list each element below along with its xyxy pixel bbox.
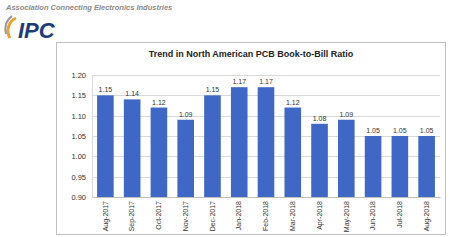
x-tick-label: Jun-2018 [369,201,376,230]
y-tick-label: 0.90 [71,193,86,202]
bars [97,87,435,197]
y-tick-label: 1.20 [71,71,86,80]
data-labels: 1.15 1.14 1.12 1.09 1.15 1.17 1.17 1.12 1.08 1.09… [99,78,434,134]
y-tick: 1.20 [71,71,92,80]
bar [97,95,114,197]
y-tick: 0.90 [71,193,92,202]
data-label: 1.15 [206,86,220,93]
y-tick: 1.05 [71,132,92,141]
x-axis-line [93,197,441,198]
x-tick-label: Sep-2017 [128,201,136,231]
bar [418,136,435,197]
y-axis: 0.90 0.95 1.00 1.05 1.10 1.15 1.20 [71,71,92,202]
y-tick-label: 0.95 [71,173,86,182]
x-tick-label: Jan-2018 [235,201,242,230]
data-label: 1.17 [259,78,273,85]
x-tick-label: Mar-2018 [289,201,296,231]
bar [258,87,275,197]
bar [204,95,221,197]
logo: Association Connecting Electronics Indus… [5,3,172,43]
data-label: 1.17 [232,78,246,85]
bar [338,120,355,197]
data-label: 1.05 [366,127,380,134]
logo-text: IPC [18,18,56,43]
x-tick: Aug-2017 [102,197,110,231]
bar [231,87,248,197]
data-label: 1.09 [339,111,353,118]
y-tick: 0.95 [71,173,92,182]
y-tick: 1.15 [71,91,92,100]
x-tick: Jul-2018 [396,197,403,228]
y-tick-label: 1.05 [71,132,86,141]
x-tick-label: Dec-2017 [209,201,216,231]
bar [124,99,141,197]
chart-title: Trend in North American PCB Book-to-Bill… [149,49,354,59]
x-tick: Aug-2018 [423,197,431,231]
x-tick-label: May-2018 [343,201,351,232]
data-label: 1.08 [313,115,327,122]
logo-arc [8,18,16,38]
x-tick: Mar-2018 [289,197,296,231]
data-label: 1.15 [99,86,113,93]
data-label: 1.05 [420,127,434,134]
grid-line [92,197,440,198]
x-tick-label: Apr-2018 [316,201,324,230]
grid [92,76,440,198]
bar [151,108,168,197]
y-tick-label: 1.10 [71,112,86,121]
x-tick-label: Jul-2018 [396,201,403,228]
x-tick: Jan-2018 [235,197,242,230]
bar [284,108,301,197]
x-tick: Oct-2017 [155,197,162,230]
bar [311,124,328,197]
grid-line [92,75,440,76]
chart-root: Association Connecting Electronics Indus… [0,0,450,237]
bar [365,136,382,197]
x-tick: Apr-2018 [316,197,324,230]
bar [177,120,194,197]
logo-arc [5,16,12,34]
x-axis: Aug-2017 Sep-2017 Oct-2017 Nov-2017 Dec-2017… [93,197,441,232]
x-tick: Feb-2018 [262,197,269,231]
x-tick: Nov-2017 [182,197,189,231]
y-tick-label: 1.15 [71,91,86,100]
y-tick-label: 1.00 [71,152,86,161]
y-tick: 1.10 [71,112,92,121]
x-tick-label: Nov-2017 [182,201,189,231]
x-tick-label: Aug-2018 [423,201,431,231]
y-tick: 1.00 [71,152,92,161]
data-label: 1.14 [125,90,139,97]
x-tick: Jun-2018 [369,197,376,230]
bar [392,136,409,197]
data-label: 1.12 [152,99,166,106]
x-tick-label: Aug-2017 [102,201,110,231]
data-label: 1.09 [179,111,193,118]
x-tick-label: Oct-2017 [155,201,162,230]
y-axis-line [92,76,93,198]
x-tick: May-2018 [343,197,351,232]
x-tick: Dec-2017 [209,197,216,231]
data-label: 1.05 [393,127,407,134]
logo-tagline: Association Connecting Electronics Indus… [5,3,172,12]
x-tick: Sep-2017 [128,197,136,231]
data-label: 1.12 [286,99,300,106]
chart-frame [57,43,446,235]
x-tick-label: Feb-2018 [262,201,269,231]
